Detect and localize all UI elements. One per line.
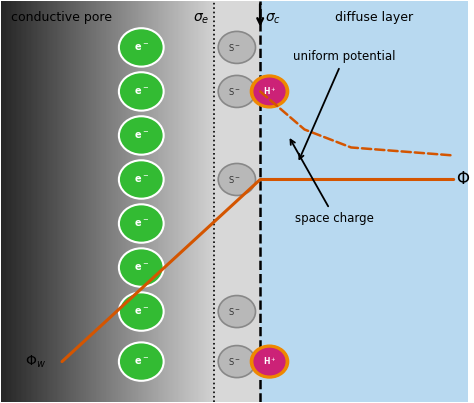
Text: diffuse layer: diffuse layer (335, 11, 413, 25)
Circle shape (250, 345, 289, 378)
Text: S$^-$: S$^-$ (228, 174, 241, 185)
Text: $\Phi_w$: $\Phi_w$ (25, 353, 46, 370)
Circle shape (119, 204, 164, 243)
Text: e$^-$: e$^-$ (134, 262, 149, 273)
Circle shape (218, 31, 255, 63)
Text: e$^-$: e$^-$ (134, 42, 149, 53)
Text: e$^-$: e$^-$ (134, 218, 149, 229)
Text: H$^+$: H$^+$ (263, 356, 276, 368)
Text: uniform potential: uniform potential (293, 50, 395, 159)
Text: $\sigma_e$: $\sigma_e$ (192, 11, 209, 26)
Circle shape (119, 28, 164, 66)
Circle shape (119, 343, 164, 381)
Text: space charge: space charge (291, 139, 374, 224)
Circle shape (218, 346, 255, 378)
Text: e$^-$: e$^-$ (134, 130, 149, 141)
Text: e$^-$: e$^-$ (134, 86, 149, 97)
Circle shape (254, 78, 285, 105)
Text: S$^-$: S$^-$ (228, 42, 241, 53)
Circle shape (119, 248, 164, 287)
Text: conductive pore: conductive pore (11, 11, 112, 25)
Text: e$^-$: e$^-$ (134, 356, 149, 367)
Circle shape (218, 75, 255, 108)
Circle shape (119, 72, 164, 111)
Text: S$^-$: S$^-$ (228, 86, 241, 97)
Circle shape (119, 160, 164, 199)
Text: S$^-$: S$^-$ (228, 306, 241, 317)
Circle shape (119, 292, 164, 331)
Circle shape (254, 348, 285, 375)
Text: $\sigma_c$: $\sigma_c$ (265, 11, 281, 26)
Text: S$^-$: S$^-$ (228, 356, 241, 367)
Circle shape (119, 116, 164, 155)
Text: $\Phi$: $\Phi$ (456, 170, 470, 189)
Text: H$^+$: H$^+$ (263, 85, 276, 97)
Text: e$^-$: e$^-$ (134, 174, 149, 185)
Bar (260, 1, 468, 402)
Circle shape (218, 164, 255, 195)
Text: e$^-$: e$^-$ (134, 306, 149, 317)
Circle shape (218, 295, 255, 328)
Circle shape (250, 75, 289, 108)
Bar (214, 1, 260, 402)
